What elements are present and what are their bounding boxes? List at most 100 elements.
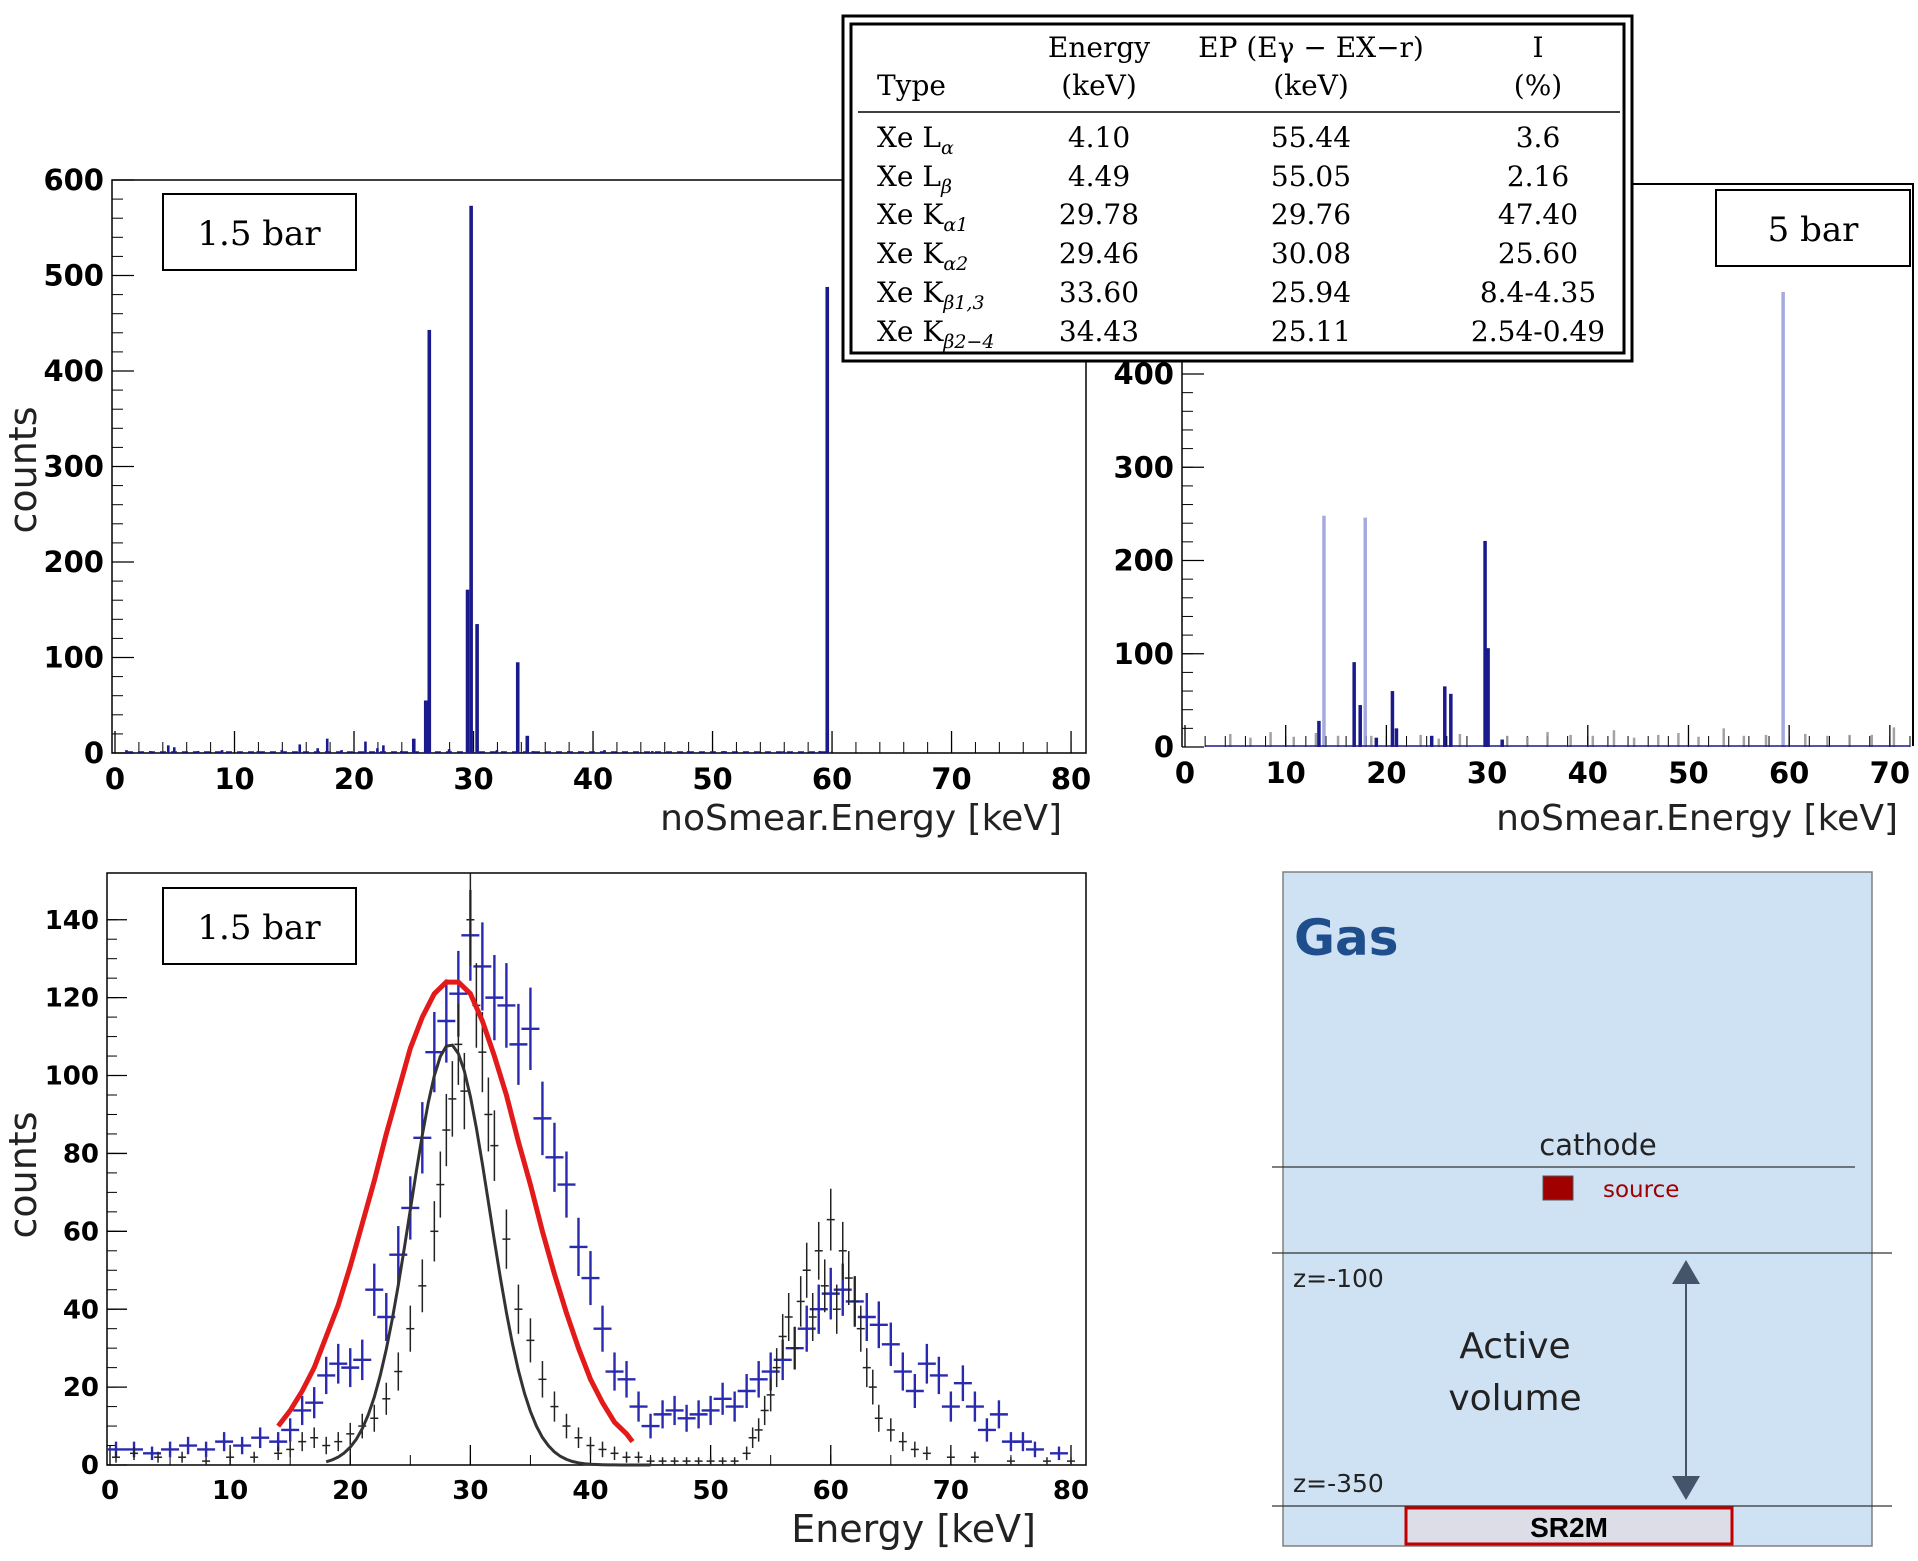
data-point-black bbox=[898, 1432, 907, 1452]
data-point-blue bbox=[179, 1436, 198, 1455]
row-energy: 4.49 bbox=[1068, 160, 1130, 193]
data-point-blue bbox=[557, 1151, 576, 1218]
x-tick-label: 60 bbox=[813, 1476, 849, 1506]
histogram-bar bbox=[1892, 727, 1896, 747]
x-tick-label: 40 bbox=[1568, 756, 1608, 790]
data-point-black bbox=[466, 873, 475, 966]
y-tick-label: 60 bbox=[63, 1217, 99, 1247]
data-point-blue bbox=[1025, 1441, 1044, 1458]
data-point-black bbox=[310, 1427, 319, 1449]
data-point-black bbox=[610, 1446, 619, 1461]
histogram-bar bbox=[125, 750, 128, 753]
histogram-bar bbox=[1483, 540, 1487, 747]
data-point-blue bbox=[281, 1418, 300, 1442]
data-point-black bbox=[448, 1061, 457, 1137]
data-point-blue bbox=[713, 1382, 732, 1415]
data-point-blue bbox=[737, 1374, 756, 1408]
y-tick-label: 40 bbox=[63, 1295, 99, 1325]
x-tick-label: 70 bbox=[931, 762, 971, 796]
data-point-black bbox=[370, 1404, 379, 1432]
row-energy: 29.78 bbox=[1059, 198, 1139, 231]
histogram-bar bbox=[1292, 736, 1295, 747]
detector-diagram: Gas cathode source z=-100 Active volume … bbox=[1272, 871, 1892, 1547]
pressure-label: 5 bar bbox=[1768, 210, 1859, 250]
histogram-bar bbox=[172, 747, 176, 753]
data-point-blue bbox=[929, 1356, 948, 1395]
row-intensity: 2.54-0.49 bbox=[1471, 315, 1605, 348]
data-point-blue bbox=[725, 1391, 744, 1422]
histogram-bar bbox=[376, 748, 379, 753]
data-point-blue bbox=[629, 1391, 648, 1422]
source-marker bbox=[1542, 1175, 1574, 1201]
histogram-bar bbox=[465, 589, 470, 753]
y-tick-label: 200 bbox=[43, 545, 104, 579]
header-i: I bbox=[1532, 31, 1543, 64]
histogram-bar bbox=[1352, 662, 1356, 747]
x-tick-label: 80 bbox=[1053, 1476, 1089, 1506]
y-tick-label: 0 bbox=[84, 736, 104, 770]
data-point-blue bbox=[365, 1263, 384, 1316]
histogram-bar bbox=[423, 700, 428, 753]
data-point-black bbox=[784, 1292, 793, 1342]
data-point-blue bbox=[977, 1418, 996, 1442]
data-point-black bbox=[538, 1361, 547, 1398]
table-row: Xe Kα1 29.78 29.76 47.40 bbox=[877, 198, 1578, 236]
data-point-black bbox=[442, 1093, 451, 1167]
row-intensity: 25.60 bbox=[1498, 237, 1578, 270]
histogram-bar bbox=[1317, 720, 1321, 747]
row-type: Xe Kα1 bbox=[877, 198, 968, 236]
row-intensity: 8.4-4.35 bbox=[1480, 276, 1596, 309]
pressure-label-box bbox=[162, 193, 357, 271]
double-arrow-icon bbox=[1672, 1260, 1700, 1500]
data-point-black bbox=[826, 1188, 835, 1251]
y-tick-label: 0 bbox=[1154, 730, 1174, 764]
data-point-blue bbox=[197, 1441, 216, 1458]
data-point-blue bbox=[293, 1395, 312, 1426]
data-point-black bbox=[820, 1259, 829, 1313]
x-tick-label: 60 bbox=[1769, 756, 1809, 790]
histogram-bar bbox=[316, 748, 319, 753]
y-tick-label: 100 bbox=[43, 641, 104, 675]
data-point-blue bbox=[689, 1400, 708, 1429]
data-point-black bbox=[1066, 1457, 1075, 1465]
data-point-black bbox=[874, 1404, 883, 1432]
histogram-bar bbox=[1546, 732, 1549, 747]
histogram-bar bbox=[1612, 730, 1616, 747]
x-tick-label: 50 bbox=[1668, 756, 1708, 790]
data-point-blue bbox=[665, 1395, 684, 1426]
x-axis-label: noSmear.Energy [keV] bbox=[660, 798, 1062, 839]
table-row: Xe Kα2 29.46 30.08 25.60 bbox=[877, 237, 1578, 275]
histogram-bar bbox=[1437, 738, 1440, 747]
data-point-black bbox=[406, 1305, 415, 1352]
data-point-black bbox=[766, 1378, 775, 1412]
data-point-blue bbox=[341, 1348, 360, 1388]
data-point-blue bbox=[749, 1361, 768, 1398]
data-point-blue bbox=[917, 1343, 936, 1384]
data-point-black bbox=[274, 1446, 283, 1461]
source-label: source bbox=[1603, 1177, 1679, 1203]
data-point-black bbox=[436, 1151, 445, 1218]
y-axis-label: counts bbox=[1, 406, 45, 533]
y-tick-label: 200 bbox=[1113, 544, 1174, 578]
table-row: Xe Lβ 4.49 55.05 2.16 bbox=[877, 160, 1569, 198]
data-point-blue bbox=[353, 1339, 372, 1381]
histogram-bar bbox=[475, 624, 479, 753]
histogram-bar bbox=[825, 286, 830, 753]
data-point-black bbox=[760, 1395, 769, 1426]
y-tick-label: 600 bbox=[43, 163, 104, 197]
x-tick-label: 70 bbox=[933, 1476, 969, 1506]
data-point-blue bbox=[941, 1391, 960, 1422]
x-tick-label: 10 bbox=[212, 1476, 248, 1506]
x-tick-label: 20 bbox=[332, 1476, 368, 1506]
row-intensity: 2.16 bbox=[1507, 160, 1569, 193]
data-point-black bbox=[346, 1422, 355, 1445]
histogram-bar bbox=[1781, 291, 1785, 747]
data-point-blue bbox=[905, 1374, 924, 1408]
histogram-bar bbox=[469, 205, 473, 753]
data-point-black bbox=[1042, 1457, 1051, 1465]
x-axis-label: Energy [keV] bbox=[791, 1507, 1036, 1551]
data-point-blue bbox=[545, 1122, 564, 1192]
histogram-bar bbox=[818, 751, 821, 753]
data-point-blue bbox=[233, 1436, 252, 1455]
